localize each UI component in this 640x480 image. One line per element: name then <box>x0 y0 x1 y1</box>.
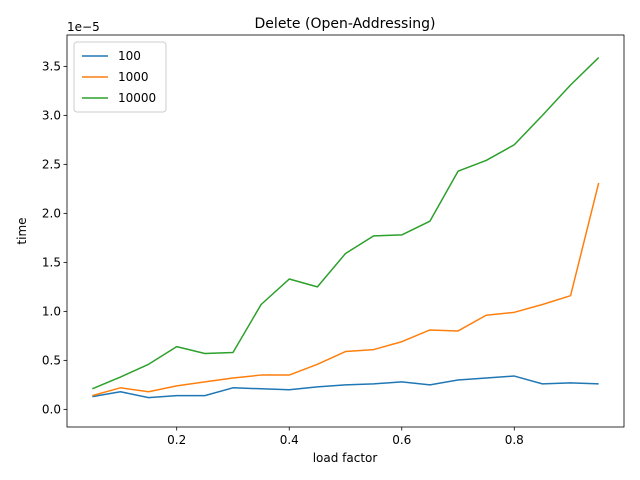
plot-frame <box>66 34 625 428</box>
legend: 100 1000 10000 <box>73 41 167 113</box>
y-tick-label: 3.0 <box>42 108 61 122</box>
y-tick-label: 1.5 <box>42 255 61 269</box>
x-tick-label: 0.6 <box>392 433 411 447</box>
series-line-100 <box>92 375 599 399</box>
x-axis-ticks: 0.2 0.4 0.6 0.8 <box>167 427 524 447</box>
y-axis-ticks: 0.0 0.5 1.0 1.5 2.0 2.5 3.0 3.5 <box>42 59 67 416</box>
y-tick-label: 2.0 <box>42 206 61 220</box>
legend-label-1000: 1000 <box>118 70 149 84</box>
legend-box <box>73 41 167 113</box>
y-offset-label: 1e−5 <box>67 20 100 34</box>
x-tick-label: 0.2 <box>167 433 186 447</box>
x-tick-label: 0.8 <box>505 433 524 447</box>
y-tick-label: 2.5 <box>42 157 61 171</box>
series-layer <box>92 57 600 399</box>
legend-label-100: 100 <box>118 49 141 63</box>
legend-label-10000: 10000 <box>118 91 156 105</box>
y-tick-label: 3.5 <box>42 59 61 73</box>
y-tick-label: 0.5 <box>42 353 61 367</box>
series-line-1000 <box>92 182 600 397</box>
y-tick-label: 1.0 <box>42 304 61 318</box>
series-line-10000 <box>92 57 600 390</box>
y-axis-label: time <box>15 217 29 244</box>
x-tick-label: 0.4 <box>280 433 299 447</box>
chart-title: Delete (Open-Addressing) <box>255 16 436 32</box>
y-tick-label: 0.0 <box>42 402 61 416</box>
x-axis-label: load factor <box>313 451 378 465</box>
